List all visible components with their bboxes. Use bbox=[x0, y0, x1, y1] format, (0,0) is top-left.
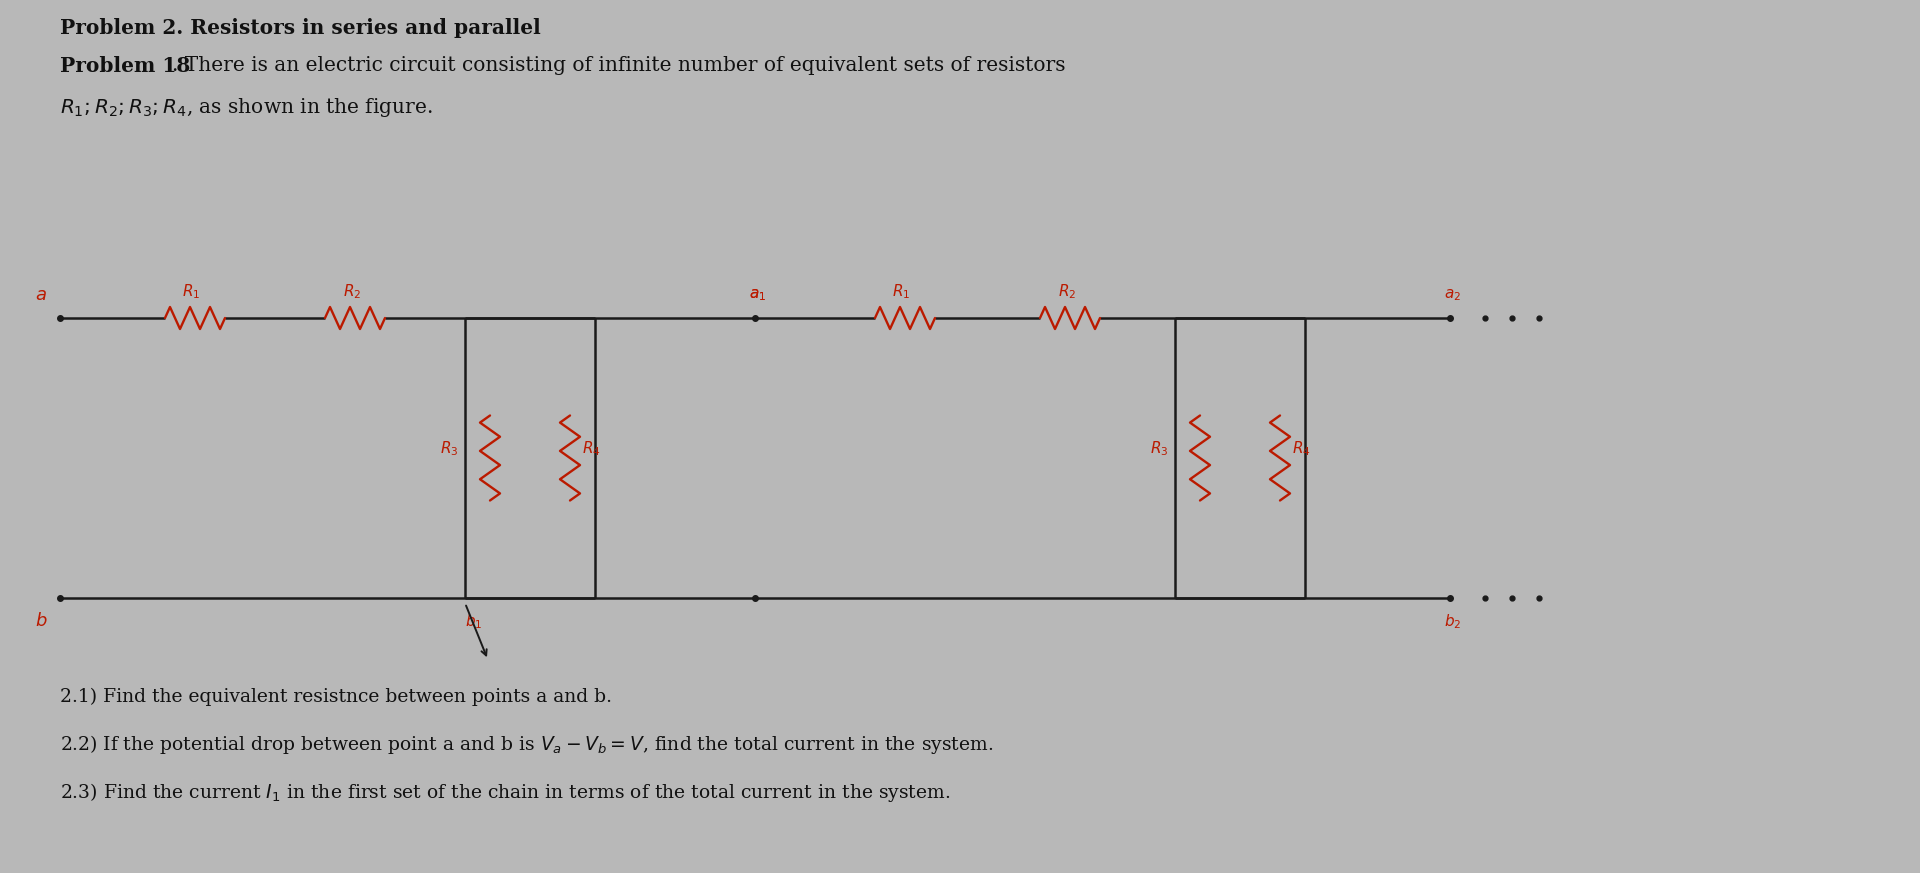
Text: $b_2$: $b_2$ bbox=[1444, 612, 1461, 630]
Text: $R_1;R_2;R_3;R_4$, as shown in the figure.: $R_1;R_2;R_3;R_4$, as shown in the figur… bbox=[60, 96, 432, 119]
Text: $R_3$: $R_3$ bbox=[1150, 439, 1169, 457]
Text: Problem 2. Resistors in series and parallel: Problem 2. Resistors in series and paral… bbox=[60, 18, 541, 38]
Text: $a_2$: $a_2$ bbox=[1444, 287, 1461, 303]
Text: $a_1$: $a_1$ bbox=[749, 287, 766, 303]
Text: 2.3) Find the current $I_1$ in the first set of the chain in terms of the total : 2.3) Find the current $I_1$ in the first… bbox=[60, 781, 950, 804]
Text: 2.1) Find the equivalent resistnce between points a and b.: 2.1) Find the equivalent resistnce betwe… bbox=[60, 688, 612, 706]
Text: $R_1$: $R_1$ bbox=[893, 282, 910, 300]
Text: b: b bbox=[35, 612, 46, 630]
Text: . There is an electric circuit consisting of infinite number of equivalent sets : . There is an electric circuit consistin… bbox=[173, 56, 1066, 75]
Text: a: a bbox=[35, 286, 46, 304]
Text: $R_2$: $R_2$ bbox=[1058, 282, 1077, 300]
Text: $R_2$: $R_2$ bbox=[344, 282, 361, 300]
Text: $b_1$: $b_1$ bbox=[465, 612, 482, 630]
Text: $R_4$: $R_4$ bbox=[582, 439, 601, 457]
Text: Problem 18: Problem 18 bbox=[60, 56, 190, 76]
Text: $a_1$: $a_1$ bbox=[749, 287, 766, 303]
Text: $R_4$: $R_4$ bbox=[1292, 439, 1311, 457]
Text: 2.2) If the potential drop between point a and b is $V_a - V_b = V$, find the to: 2.2) If the potential drop between point… bbox=[60, 733, 993, 756]
Text: $R_3$: $R_3$ bbox=[440, 439, 459, 457]
Text: $R_1$: $R_1$ bbox=[182, 282, 200, 300]
